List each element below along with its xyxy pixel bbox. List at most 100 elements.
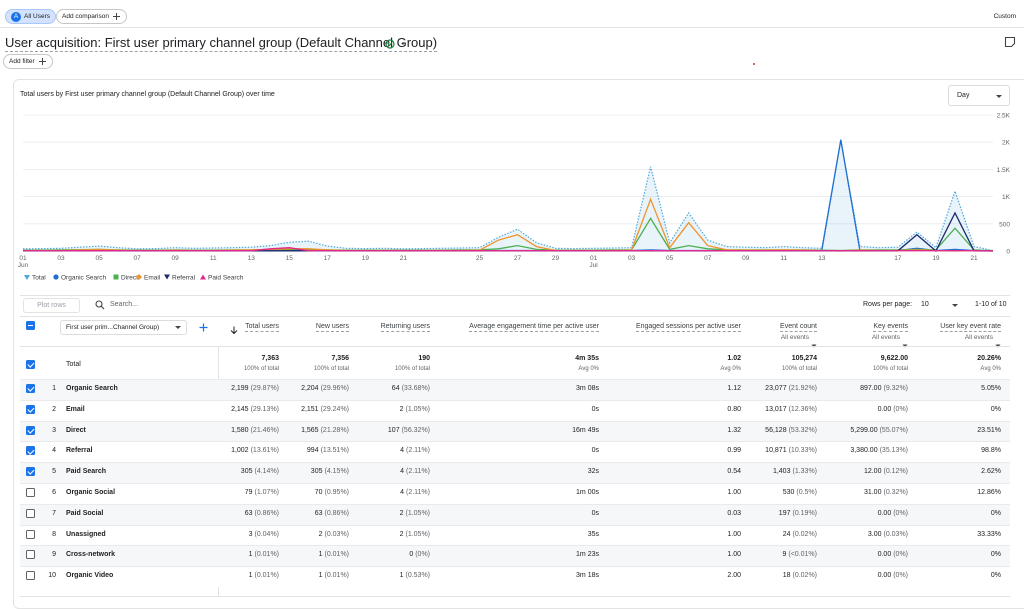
row-checkbox[interactable] xyxy=(26,508,35,518)
row-checkbox[interactable] xyxy=(26,529,35,539)
row-name: Organic Search xyxy=(66,385,118,392)
row-checkbox[interactable] xyxy=(26,446,35,456)
y-tick-label: 1.5K xyxy=(997,167,1011,174)
cell: 2 (0.03%) xyxy=(319,531,349,538)
cell-share: (0%) xyxy=(893,551,908,559)
cell-value: 13,017 xyxy=(765,405,787,413)
search-input[interactable]: Search... xyxy=(110,301,139,308)
add-dimension[interactable] xyxy=(199,323,208,332)
cell-value: 1.32 xyxy=(727,426,741,434)
x-tick-label: 19 xyxy=(362,255,370,262)
x-tick-label: 09 xyxy=(742,255,750,262)
metric-filter[interactable]: All events xyxy=(780,334,809,341)
cell-value: 32s xyxy=(587,468,599,476)
cell-share: (0.01%) xyxy=(254,572,279,580)
plot-rows-button[interactable]: Plot rows xyxy=(23,298,80,313)
x-tick-label: 21 xyxy=(970,255,978,262)
row-checkbox[interactable] xyxy=(26,467,35,477)
page-title: User acquisition: First user primary cha… xyxy=(5,35,438,52)
cell: 1.00 xyxy=(727,489,741,496)
cell-share: (0.03%) xyxy=(324,530,349,538)
row-checkbox[interactable] xyxy=(26,571,35,581)
row-checkbox[interactable] xyxy=(26,425,35,435)
row-checkbox[interactable] xyxy=(26,384,35,393)
caret xyxy=(996,95,1002,98)
rows-per-page-label: Rows per page: xyxy=(863,301,913,308)
cell-value: 63 xyxy=(244,509,253,517)
segment-label: All Users xyxy=(24,13,51,20)
cell-value: 0.00 xyxy=(877,509,892,517)
cell: 1 (0.01%) xyxy=(319,572,349,579)
select-all-checkbox[interactable] xyxy=(26,321,35,330)
dimension-select[interactable]: First user prim...Channel Group) xyxy=(60,320,187,335)
add-comparison[interactable]: Add comparison xyxy=(56,9,127,24)
search-icon xyxy=(95,300,105,310)
segment-chip[interactable]: A All Users xyxy=(5,9,57,24)
notes-icon[interactable] xyxy=(1004,36,1016,48)
pagination: 1-10 of 10 xyxy=(975,301,1007,308)
cell-value: 3m 18s xyxy=(576,572,599,580)
cell-value: 994 xyxy=(306,447,319,455)
cell: 2.62% xyxy=(981,468,1001,475)
row-name: Organic Video xyxy=(66,572,114,580)
cell-value: 1 xyxy=(318,551,323,559)
cell-share: (29.13%) xyxy=(250,405,279,413)
table-frame xyxy=(20,295,1010,600)
cell: 1 (0.53%) xyxy=(400,572,430,579)
metric-filter[interactable]: All events xyxy=(964,334,993,341)
cell: 2,204 (29.96%) xyxy=(301,385,349,392)
cell-share: (0.5%) xyxy=(796,489,817,496)
total-value: 190 xyxy=(418,355,430,362)
cell-share: (1.33%) xyxy=(792,468,817,476)
rows-per-page-select[interactable]: 10 xyxy=(921,301,959,308)
cell: 1.00 xyxy=(727,551,741,558)
metric-filter[interactable]: All events xyxy=(871,334,900,341)
cell: 2,145 (29.13%) xyxy=(231,406,279,413)
cell: 2,199 (29.87%) xyxy=(231,385,279,392)
cell-value: 2 xyxy=(318,530,323,538)
date-range[interactable]: Custom xyxy=(993,13,1016,20)
cell-value: 197 xyxy=(778,509,791,517)
total-label: Total xyxy=(66,361,81,368)
legend-marker xyxy=(200,274,206,280)
cell-share: (1.05%) xyxy=(405,405,430,413)
cell: 1 (0.01%) xyxy=(319,551,349,558)
cell-value: 1.00 xyxy=(727,551,741,559)
cell-value: 64 xyxy=(391,385,400,392)
row-index: 6 xyxy=(52,489,56,496)
notification-dot xyxy=(753,63,755,65)
divider xyxy=(20,346,1010,347)
cell: 305 (4.14%) xyxy=(241,468,279,475)
series-line xyxy=(23,247,994,252)
row-name: Organic Social xyxy=(66,489,116,496)
title-icons[interactable] xyxy=(384,38,408,50)
column-header: New users xyxy=(315,323,349,332)
cell-share: (13.61%) xyxy=(250,447,279,455)
cell-share: (29.24%) xyxy=(320,405,349,413)
total-checkbox[interactable] xyxy=(26,360,35,369)
cell: 0 (0%) xyxy=(409,551,430,558)
cell: 0.54 xyxy=(727,468,741,475)
cell-value: 3,380.00 xyxy=(850,447,878,455)
cell-value: 0s xyxy=(591,405,599,413)
cell: 4 (2.11%) xyxy=(400,447,430,454)
cell: 897.00 (9.32%) xyxy=(860,385,908,392)
cell: 1,002 (13.61%) xyxy=(231,447,279,454)
add-filter[interactable]: Add filter xyxy=(3,54,53,69)
row-checkbox[interactable] xyxy=(26,404,35,414)
cell: 0% xyxy=(991,510,1001,517)
row-checkbox[interactable] xyxy=(26,550,35,560)
granularity-select[interactable]: Day xyxy=(948,85,1010,106)
cell: 31.00 (0.32%) xyxy=(864,489,908,496)
cell-share: (12.36%) xyxy=(788,405,817,413)
legend-item: Paid Search xyxy=(200,274,244,281)
cell: 3 (0.04%) xyxy=(249,531,279,538)
cell-value: 16m 49s xyxy=(572,426,599,434)
row-checkbox[interactable] xyxy=(26,488,35,497)
cell-share: (53.32%) xyxy=(788,426,817,434)
cell: 0% xyxy=(991,551,1001,558)
x-tick-label: 17 xyxy=(324,255,332,262)
column-header: Key events xyxy=(873,323,908,332)
total-value: 20.26% xyxy=(977,355,1001,362)
x-tick-label: 07 xyxy=(704,255,712,262)
